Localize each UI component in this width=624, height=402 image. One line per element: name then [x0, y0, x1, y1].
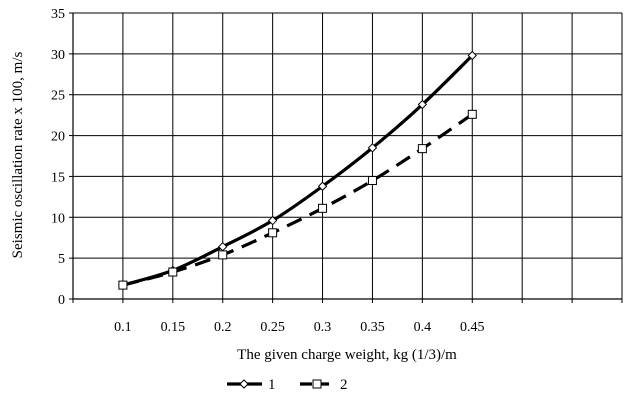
- x-tick-labels: 0.1 0.15 0.2 0.25 0.3 0.35 0.4 0.45: [114, 320, 484, 335]
- axes: [69, 12, 623, 303]
- series-1-line: [122, 54, 474, 287]
- y-tick-label: 15: [51, 170, 65, 185]
- series-2-point: [367, 176, 377, 186]
- x-tick-label: 0.3: [314, 320, 332, 335]
- y-tick-label: 20: [51, 130, 65, 145]
- series-1-point: [317, 181, 328, 191]
- y-tick-labels: 0 5 10 15 20 25 30 35: [51, 7, 65, 308]
- series-2-point: [417, 144, 427, 154]
- x-tick-label: 0.1: [114, 320, 132, 335]
- y-tick-label: 10: [51, 211, 65, 226]
- series-2-point: [467, 109, 477, 119]
- x-tick-label: 0.2: [214, 320, 232, 335]
- legend-square-marker: [312, 379, 322, 389]
- x-axis-title: The given charge weight, kg (1/3)/m: [237, 347, 457, 363]
- y-tick-label: 5: [58, 252, 65, 267]
- x-tick-label: 0.4: [414, 320, 432, 335]
- y-axis-title: Seismic oscillation rate x 100, m/s: [10, 52, 26, 259]
- x-tick-label: 0.15: [161, 320, 186, 335]
- legend-diamond-marker: [239, 379, 249, 389]
- grid: [73, 12, 623, 300]
- x-tick-label: 0.25: [260, 320, 285, 335]
- y-tick-label: 0: [58, 293, 65, 308]
- legend: 1 2: [227, 377, 348, 393]
- legend-label-2: 2: [340, 377, 348, 393]
- legend-item-1: 1: [227, 377, 276, 393]
- series-layer: [118, 50, 477, 290]
- x-tick-label: 0.35: [360, 320, 385, 335]
- series-1-point: [467, 50, 477, 61]
- series-2-point: [168, 267, 178, 277]
- series-2-line: [122, 113, 474, 287]
- y-tick-label: 25: [51, 89, 65, 104]
- series-1-point: [417, 99, 428, 110]
- legend-item-2: 2: [300, 377, 348, 393]
- series-1-point: [367, 143, 378, 153]
- series-2-point: [118, 280, 128, 290]
- series-2-point: [218, 250, 228, 260]
- series-1-point: [267, 215, 278, 226]
- x-tick-label: 0.45: [460, 320, 485, 335]
- y-tick-label: 35: [51, 7, 65, 22]
- series-2-point: [268, 228, 278, 238]
- series-2-point: [318, 203, 328, 213]
- y-tick-label: 30: [51, 48, 65, 63]
- legend-label-1: 1: [268, 377, 276, 393]
